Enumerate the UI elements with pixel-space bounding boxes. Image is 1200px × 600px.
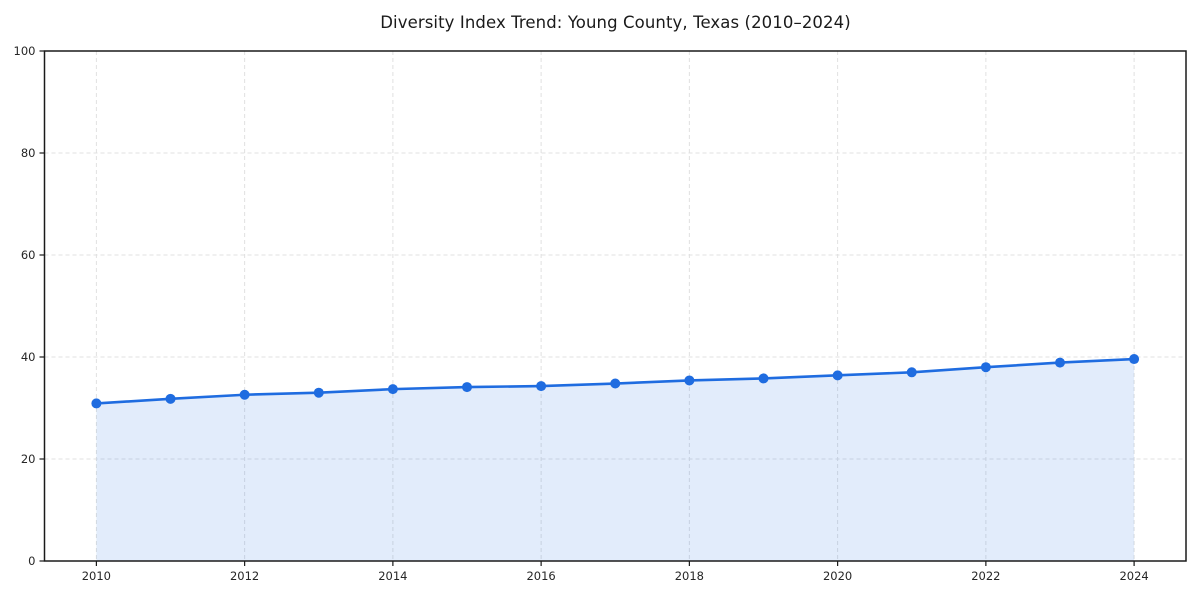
chart-title: Diversity Index Trend: Young County, Tex… <box>380 13 851 32</box>
y-tick-label: 0 <box>28 554 35 568</box>
y-tick-label: 20 <box>21 452 36 466</box>
y-tick-label: 60 <box>21 248 36 262</box>
x-tick-label: 2014 <box>378 569 407 583</box>
x-tick-label: 2010 <box>82 569 111 583</box>
x-tick-label: 2022 <box>971 569 1000 583</box>
x-tick-label: 2016 <box>526 569 555 583</box>
x-tick-label: 2024 <box>1119 569 1148 583</box>
plot-border <box>43 50 1187 562</box>
y-tick-label: 80 <box>21 146 36 160</box>
data-point <box>313 387 324 398</box>
y-tick-label: 100 <box>14 44 36 58</box>
data-point <box>536 381 547 392</box>
data-point <box>462 382 473 393</box>
y-tick-label: 40 <box>21 350 36 364</box>
area-fill <box>96 359 1135 561</box>
data-point <box>387 384 398 395</box>
data-point <box>906 367 917 378</box>
data-point <box>239 389 250 400</box>
data-point <box>758 373 769 384</box>
data-point <box>610 378 621 389</box>
x-tick-label: 2018 <box>675 569 704 583</box>
data-point <box>684 375 695 386</box>
data-point <box>1129 354 1140 365</box>
data-point <box>91 398 102 409</box>
x-tick-label: 2012 <box>230 569 259 583</box>
data-point <box>980 362 991 373</box>
data-point <box>1054 357 1065 368</box>
data-point <box>832 370 843 381</box>
data-point <box>165 393 176 404</box>
x-tick-label: 2020 <box>823 569 852 583</box>
